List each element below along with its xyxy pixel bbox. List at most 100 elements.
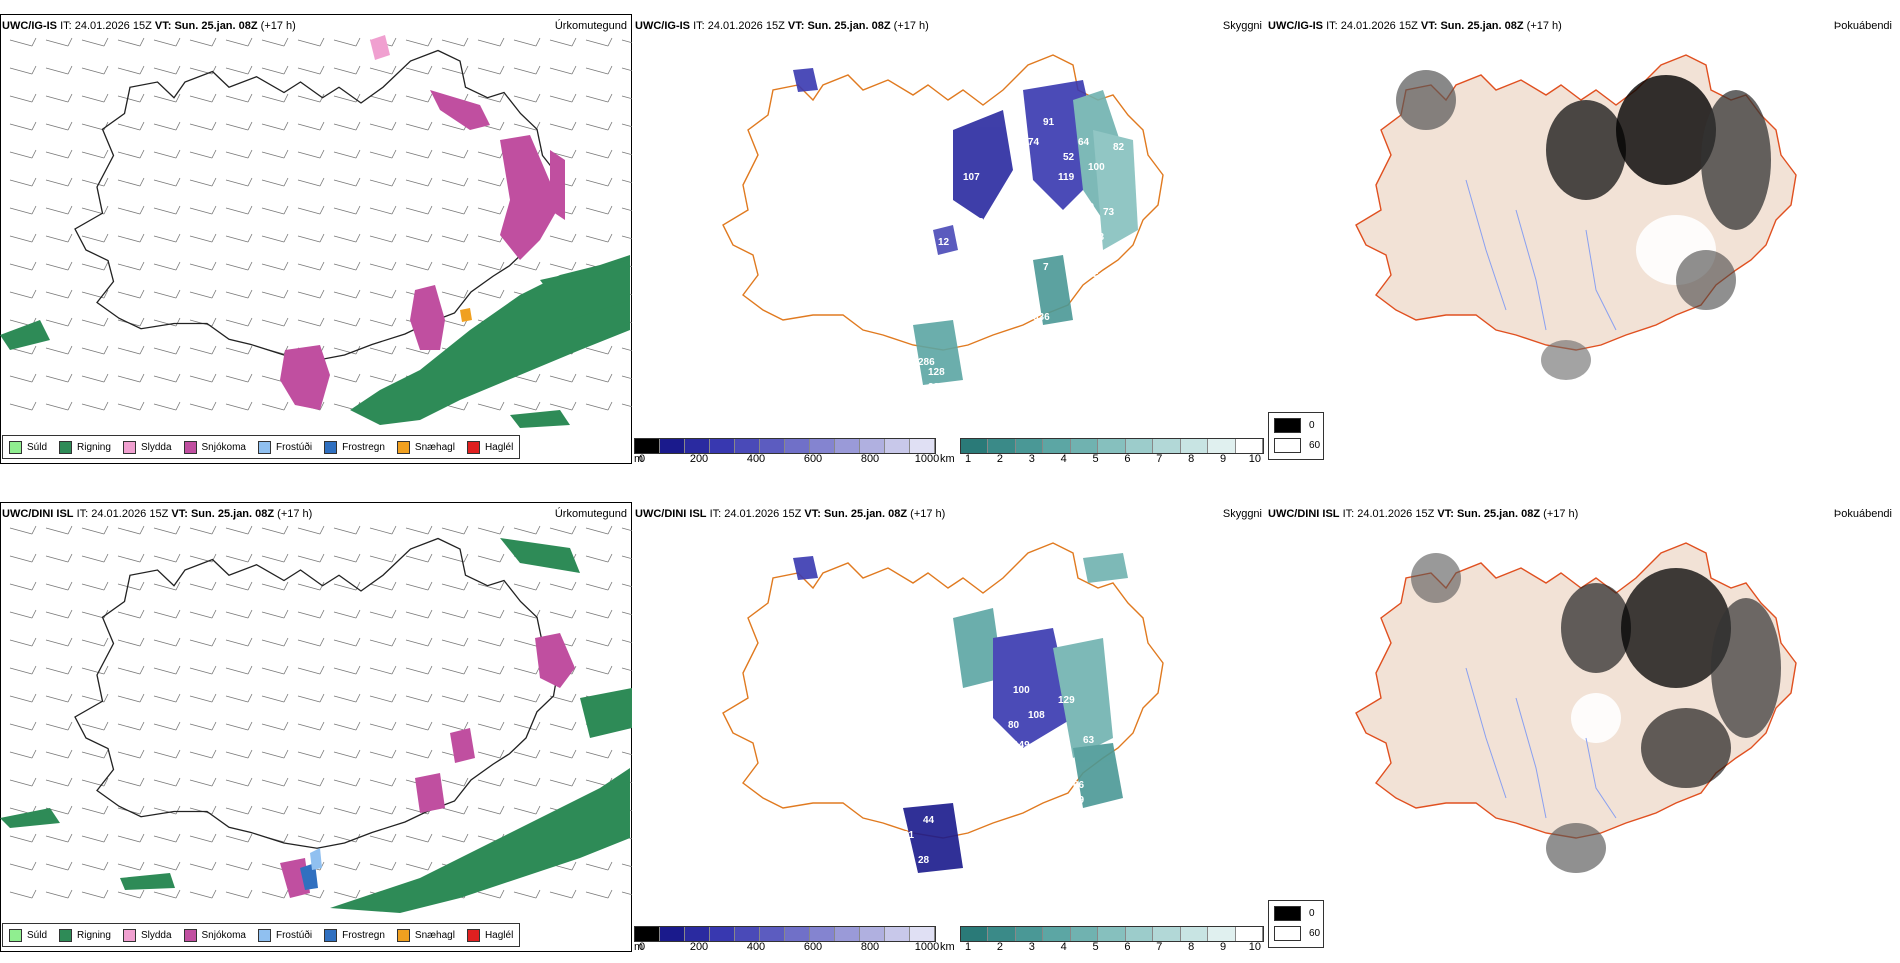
wind-barb xyxy=(45,833,73,843)
wind-barb xyxy=(405,833,433,843)
wind-barb xyxy=(441,665,469,675)
visibility-label: 149 xyxy=(1013,740,1030,751)
wind-barb xyxy=(369,373,397,383)
wind-barb xyxy=(585,37,613,47)
visibility-label: 91 xyxy=(1043,117,1055,128)
scale-step xyxy=(635,439,660,453)
scale-step xyxy=(1070,439,1099,453)
scale-tick: 200 xyxy=(689,453,709,465)
wind-barb xyxy=(369,833,397,843)
wind-barb xyxy=(261,289,289,299)
wind-barb xyxy=(225,777,253,787)
wind-barb xyxy=(117,149,145,159)
scale-tick: 800 xyxy=(860,941,880,953)
scale-step xyxy=(1235,927,1263,941)
panel-header: UWC/DINI ISL IT: 24.01.2026 15Z VT: Sun.… xyxy=(635,508,946,520)
scale-tick: 600 xyxy=(803,941,823,953)
wind-barb xyxy=(549,721,577,731)
wind-barb xyxy=(621,179,632,184)
wind-barb xyxy=(621,583,632,588)
fog-map xyxy=(1355,542,1797,873)
wind-barb xyxy=(189,609,217,619)
wind-barb xyxy=(441,777,469,787)
wind-barb xyxy=(621,375,632,380)
wind-barb xyxy=(549,233,577,243)
wind-barb xyxy=(477,37,505,47)
wind-barb xyxy=(9,525,37,535)
visibility-label: 54 xyxy=(1093,272,1105,283)
wind-barb xyxy=(189,637,217,647)
wind-barb xyxy=(369,777,397,787)
wind-barb xyxy=(585,121,613,131)
wind-barb xyxy=(333,861,361,871)
wind-barb xyxy=(297,833,325,843)
wind-barb xyxy=(225,833,253,843)
visibility-label: 129 xyxy=(1058,695,1075,706)
wind-barb xyxy=(225,721,253,731)
wind-barb xyxy=(9,553,37,563)
wind-barb xyxy=(81,345,109,355)
wind-barb xyxy=(477,889,505,899)
wind-barb xyxy=(585,553,613,563)
fog-title: Þokuábendi xyxy=(1833,20,1892,32)
wind-barb xyxy=(513,401,541,411)
wind-barb xyxy=(45,665,73,675)
legend-swatch xyxy=(466,440,480,454)
scale-step xyxy=(988,439,1016,453)
wind-barb xyxy=(117,637,145,647)
legend-item-snaehagl: Snæhagl xyxy=(396,440,455,454)
wind-barb xyxy=(585,665,613,675)
visibility-label: 73 xyxy=(1093,232,1105,243)
wind-barb xyxy=(81,833,109,843)
wind-barb xyxy=(153,609,181,619)
row-dini-isl: UWC/DINI ISL IT: 24.01.2026 15Z VT: Sun.… xyxy=(0,488,1900,963)
scale-km-ticks: 1 2 3 4 5 6 7 8 9 10 xyxy=(960,941,1262,955)
wind-barb xyxy=(261,637,289,647)
wind-barb xyxy=(261,553,289,563)
wind-barb xyxy=(405,177,433,187)
wind-barb xyxy=(261,609,289,619)
wind-barb xyxy=(189,233,217,243)
scale-step xyxy=(961,439,989,453)
legend-item-snjokoma: Snjókoma xyxy=(183,928,246,942)
wind-barb xyxy=(189,345,217,355)
legend-swatch xyxy=(466,928,480,942)
scale-tick: 8 xyxy=(1188,453,1195,465)
wind-barb xyxy=(333,93,361,103)
wind-barb xyxy=(9,721,37,731)
wind-barb xyxy=(225,317,253,327)
legend-item-frostudi: Frostúði xyxy=(257,440,312,454)
wind-barb xyxy=(9,401,37,411)
visibility-label: 82 xyxy=(1113,142,1125,153)
scale-step xyxy=(1098,927,1126,941)
wind-barb xyxy=(369,65,397,75)
wind-barb xyxy=(405,637,433,647)
wind-barb xyxy=(621,751,632,756)
wind-barb xyxy=(117,401,145,411)
wind-barb xyxy=(405,261,433,271)
wind-barb xyxy=(369,93,397,103)
wind-barb xyxy=(225,149,253,159)
scale-step xyxy=(1180,927,1209,941)
visibility-label: 29 xyxy=(1083,202,1095,213)
wind-barb xyxy=(189,553,217,563)
wind-barb xyxy=(9,861,37,871)
wind-barb xyxy=(549,401,577,411)
scale-tick: 10 xyxy=(1248,941,1262,953)
wind-barb xyxy=(153,261,181,271)
scale-m-ticks: 0 200 400 600 800 1000 xyxy=(634,453,939,467)
visibility-panel: UWC/DINI ISL IT: 24.01.2026 15Z VT: Sun.… xyxy=(633,488,1266,963)
wind-barb xyxy=(9,261,37,271)
wind-barb xyxy=(81,525,109,535)
wind-barb xyxy=(297,149,325,159)
precip-type-panel: UWC/IG-IS IT: 24.01.2026 15Z VT: Sun. 25… xyxy=(0,0,633,475)
visibility-label: 67 xyxy=(763,82,775,93)
wind-barb xyxy=(549,525,577,535)
wind-barb xyxy=(585,93,613,103)
scale-step xyxy=(1153,439,1181,453)
wind-barb xyxy=(117,749,145,759)
wind-barb xyxy=(225,805,253,815)
visibility-label: 95 xyxy=(1008,182,1020,193)
wind-barb xyxy=(369,261,397,271)
wind-barb xyxy=(81,37,109,47)
